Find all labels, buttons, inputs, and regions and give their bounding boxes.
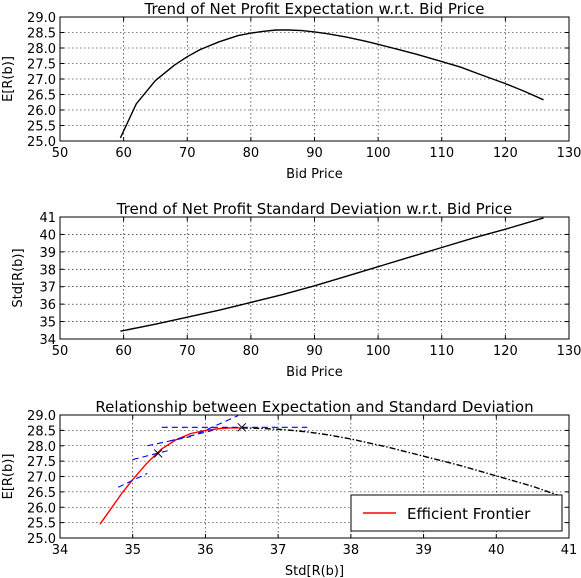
x-tick-label: 80	[243, 344, 260, 359]
x-tick-label: 110	[429, 146, 454, 161]
chart-title: Relationship between Expectation and Sta…	[95, 398, 533, 416]
y-tick-label: 26.5	[27, 486, 56, 501]
y-tick-label: 36	[39, 298, 56, 313]
x-tick-label: 40	[488, 543, 505, 558]
x-marker	[237, 422, 247, 432]
x-tick-label: 70	[179, 344, 196, 359]
y-tick-label: 35	[39, 316, 56, 331]
chart-3: 34 35 36 37 38 39 40 41 25.025.526.026.527.027.5…	[1, 398, 577, 578]
x-tick-label: 100	[366, 344, 391, 359]
legend-label: Efficient Frontier	[407, 505, 531, 523]
tangent-line	[132, 449, 170, 461]
y-tick-label: 28.5	[27, 27, 56, 42]
y-tick-label: 27.0	[27, 471, 56, 486]
x-tick-label: 38	[343, 543, 360, 558]
x-tick-label: 110	[429, 344, 454, 359]
y-axis-label: Std[R(b)]	[11, 248, 26, 307]
x-tick-label: 50	[52, 146, 69, 161]
efficient-frontier-line	[99, 427, 242, 525]
tangent-line	[197, 415, 239, 434]
y-axis-label: E[R(b)]	[1, 56, 16, 102]
y-tick-label: 27.0	[27, 73, 56, 88]
y-tick-label: 25.0	[27, 135, 56, 150]
x-axis-label: Bid Price	[286, 365, 343, 380]
plot-frame	[59, 16, 570, 142]
series-line	[120, 217, 544, 332]
y-tick-label: 26.0	[27, 501, 56, 516]
y-tick-label: 26.0	[27, 104, 56, 119]
x-tick-label: 120	[493, 344, 518, 359]
y-tick-label: 41	[39, 211, 56, 226]
x-tick-label: 90	[306, 146, 323, 161]
plot-frame	[59, 216, 570, 340]
y-tick-label: 25.0	[27, 532, 56, 547]
y-tick-label: 37	[39, 281, 56, 296]
y-tick-label: 34	[39, 333, 56, 348]
x-tick-label: 34	[52, 543, 69, 558]
x-tick-label: 70	[179, 146, 196, 161]
x-marker-stroke	[153, 449, 163, 458]
y-tick-label: 29.0	[27, 409, 56, 424]
y-axis-label: E[R(b)]	[1, 454, 16, 500]
tangent-line	[117, 472, 148, 488]
chart-1: 50 60 70 80 90 100 110 120 13025.025.526.026.527…	[1, 0, 581, 182]
x-tick-label: 41	[561, 543, 578, 558]
x-tick-label: 130	[557, 344, 581, 359]
legend: Efficient Frontier	[350, 494, 563, 532]
y-tick-label: 27.5	[27, 58, 56, 73]
x-tick-label: 130	[557, 146, 581, 161]
y-tick-label: 28.5	[27, 424, 56, 439]
chart-title: Trend of Net Profit Standard Deviation w…	[116, 200, 513, 218]
x-marker-stroke	[237, 422, 247, 432]
x-tick-label: 60	[115, 146, 132, 161]
chart-2: 50 60 70 80 90 100 110 120 130 34 35 36 37 38 39 40 41 Tr…	[11, 200, 581, 380]
x-tick-label: 90	[306, 344, 323, 359]
x-tick-label: 120	[493, 146, 518, 161]
x-tick-label: 60	[115, 344, 132, 359]
plot-frame	[59, 414, 570, 539]
x-tick-label: 36	[197, 543, 214, 558]
x-tick-label: 35	[124, 543, 141, 558]
x-axis-label: Bid Price	[286, 167, 343, 182]
chart-title: Trend of Net Profit Expectation w.r.t. B…	[144, 0, 485, 18]
x-tick-label: 50	[52, 344, 69, 359]
x-tick-label: 100	[366, 146, 391, 161]
y-tick-label: 25.5	[27, 120, 56, 135]
y-tick-label: 40	[39, 228, 56, 243]
series-line	[119, 29, 544, 139]
y-tick-label: 39	[39, 246, 56, 261]
y-tick-label: 27.5	[27, 455, 56, 470]
y-tick-label: 25.5	[27, 517, 56, 532]
y-tick-label: 29.0	[27, 11, 56, 26]
y-tick-label: 26.5	[27, 89, 56, 104]
x-axis-label: Std[R(b)]	[285, 564, 344, 578]
y-tick-label: 28.0	[27, 42, 56, 57]
dashdot-continuation-line	[241, 427, 562, 498]
y-tick-label: 38	[39, 263, 56, 278]
x-tick-label: 80	[243, 146, 260, 161]
tangent-line	[168, 429, 213, 442]
x-tick-label: 37	[270, 543, 287, 558]
x-marker	[153, 449, 163, 458]
y-tick-label: 28.0	[27, 440, 56, 455]
x-tick-label: 39	[415, 543, 432, 558]
